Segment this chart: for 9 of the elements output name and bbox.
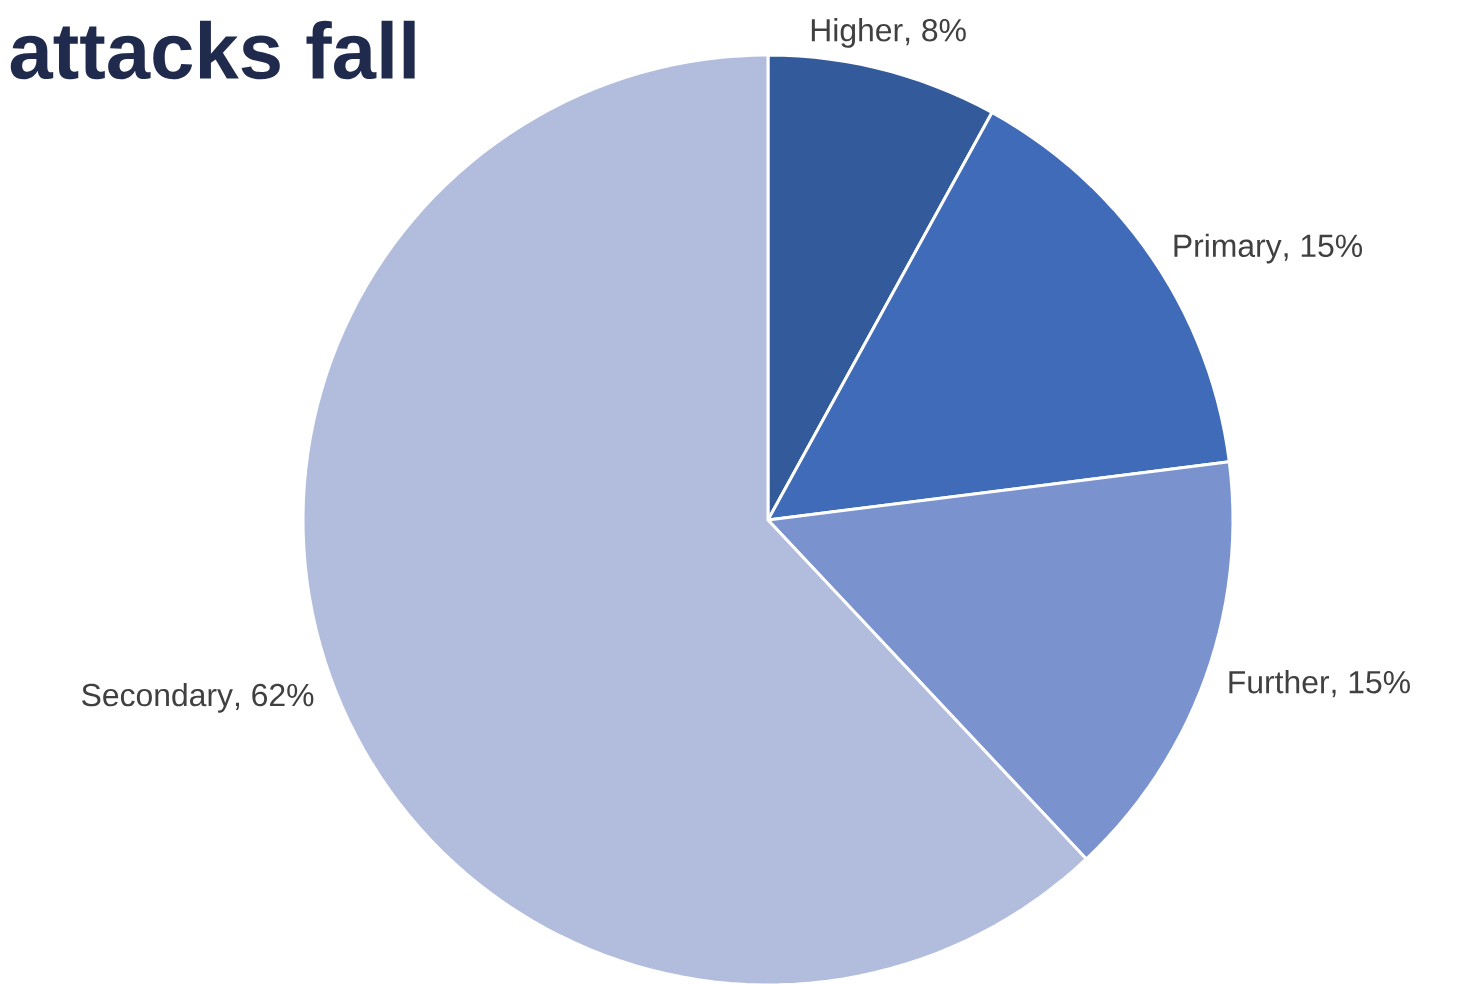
data-label: , 62% bbox=[235, 683, 314, 711]
slice-label: Primary bbox=[1174, 233, 1282, 264]
slice-label: Further bbox=[1229, 670, 1330, 694]
slice-label: Secondary bbox=[82, 682, 233, 713]
data-label: , 8% bbox=[906, 18, 966, 46]
chart-title: attacks fall bbox=[10, 20, 415, 80]
slice-label: Higher bbox=[811, 18, 903, 48]
data-label: , 15% bbox=[1284, 234, 1363, 261]
data-label: , 15% bbox=[1332, 671, 1410, 698]
